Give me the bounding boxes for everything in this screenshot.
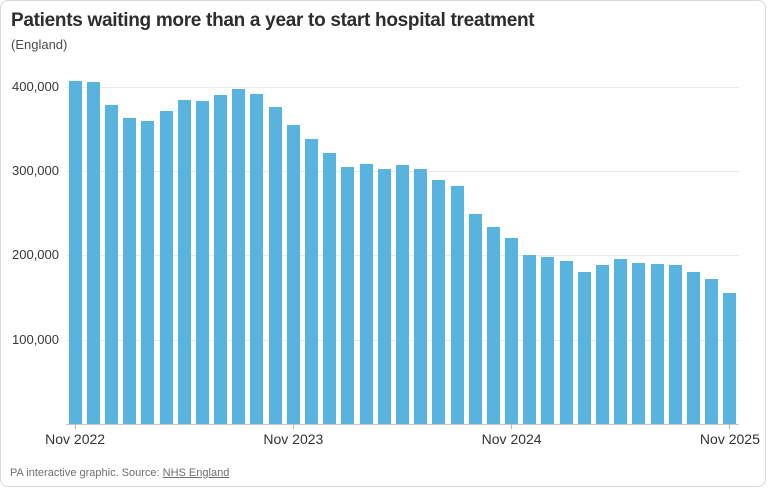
bar-slot xyxy=(648,70,666,424)
bar-aug-2025 xyxy=(668,264,682,424)
bar-aug-2024 xyxy=(450,186,464,424)
bar-slot xyxy=(466,70,484,424)
bar-slot xyxy=(375,70,393,424)
bar-slot xyxy=(412,70,430,424)
bar-slot xyxy=(321,70,339,424)
x-axis-tick-label: Nov 2022 xyxy=(45,431,106,447)
bar-apr-2023 xyxy=(159,111,173,424)
bar-mar-2024 xyxy=(359,163,373,424)
bar-slot xyxy=(175,70,193,424)
bar-slot xyxy=(266,70,284,424)
x-axis-line xyxy=(66,424,739,425)
bar-nov-2025 xyxy=(723,293,737,424)
bar-slot xyxy=(684,70,702,424)
bar-chart-plot-area: 100,000 200,000 300,000 400,000 Nov 2022 Nov … xyxy=(12,70,760,447)
bar-nov-2022 xyxy=(68,80,82,424)
bar-may-2024 xyxy=(395,165,409,424)
bar-slot xyxy=(539,70,557,424)
bar-slot xyxy=(448,70,466,424)
bar-apr-2025 xyxy=(596,264,610,424)
bar-sep-2023 xyxy=(250,94,264,424)
bar-jan-2024 xyxy=(323,153,337,424)
bar-nov-2024 xyxy=(505,237,519,424)
bar-slot xyxy=(612,70,630,424)
bar-feb-2025 xyxy=(559,261,573,424)
bar-slot xyxy=(102,70,120,424)
bar-slot xyxy=(666,70,684,424)
bar-jun-2025 xyxy=(632,263,646,424)
bar-slot xyxy=(357,70,375,424)
bar-slot xyxy=(66,70,84,424)
source-link[interactable]: NHS England xyxy=(162,467,230,479)
source-note-text: PA interactive graphic. Source: xyxy=(10,467,163,479)
bar-jul-2025 xyxy=(650,263,664,424)
bar-slot xyxy=(284,70,302,424)
bar-slot xyxy=(248,70,266,424)
bar-slot xyxy=(484,70,502,424)
chart-title: Patients waiting more than a year to sta… xyxy=(11,10,535,31)
bar-jul-2024 xyxy=(432,179,446,424)
x-axis-tick-label: Nov 2023 xyxy=(263,431,324,447)
bar-slot xyxy=(721,70,739,424)
y-axis-tick-label: 100,000 xyxy=(12,331,59,347)
bar-apr-2024 xyxy=(377,169,391,424)
bar-slot xyxy=(230,70,248,424)
x-axis-tick-label: Nov 2024 xyxy=(481,431,542,447)
bar-oct-2024 xyxy=(486,226,500,424)
bar-jan-2023 xyxy=(104,104,118,424)
bar-slot xyxy=(339,70,357,424)
bar-may-2025 xyxy=(614,258,628,424)
bar-slot xyxy=(302,70,320,424)
bar-slot xyxy=(193,70,211,424)
y-axis-tick-label: 300,000 xyxy=(12,163,59,179)
bar-slot xyxy=(630,70,648,424)
bar-slot xyxy=(503,70,521,424)
bar-slot xyxy=(212,70,230,424)
bar-slot xyxy=(157,70,175,424)
x-axis-tick xyxy=(292,424,294,429)
bar-slot xyxy=(557,70,575,424)
bar-dec-2024 xyxy=(523,255,537,424)
bar-may-2023 xyxy=(177,99,191,424)
bar-slot xyxy=(575,70,593,424)
bar-jul-2023 xyxy=(214,95,228,424)
bar-dec-2023 xyxy=(305,139,319,424)
bar-sep-2025 xyxy=(686,272,700,424)
bar-jun-2024 xyxy=(414,168,428,424)
bar-feb-2023 xyxy=(123,118,137,424)
bar-jun-2023 xyxy=(195,101,209,424)
bar-jan-2025 xyxy=(541,257,555,424)
bar-slot xyxy=(84,70,102,424)
bar-slot xyxy=(430,70,448,424)
bar-nov-2023 xyxy=(286,124,300,424)
bar-slot xyxy=(121,70,139,424)
gridline-400,000 xyxy=(66,86,739,88)
bar-feb-2024 xyxy=(341,166,355,424)
bar-dec-2022 xyxy=(86,81,100,424)
bar-oct-2025 xyxy=(705,279,719,424)
bar-slot xyxy=(593,70,611,424)
bar-mar-2023 xyxy=(141,120,155,424)
bar-slot xyxy=(393,70,411,424)
bar-aug-2023 xyxy=(232,89,246,424)
bar-series xyxy=(66,70,739,424)
x-axis-tick xyxy=(74,424,76,429)
x-axis-tick-label: Nov 2025 xyxy=(699,431,760,447)
source-note: PA interactive graphic. Source: NHS Engl… xyxy=(10,467,229,479)
bar-oct-2023 xyxy=(268,107,282,424)
bar-slot xyxy=(703,70,721,424)
x-axis-tick xyxy=(511,424,513,429)
bar-slot xyxy=(521,70,539,424)
bar-slot xyxy=(139,70,157,424)
y-axis-tick-label: 200,000 xyxy=(12,247,59,263)
y-axis-tick-label: 400,000 xyxy=(12,78,59,94)
x-axis-tick xyxy=(729,424,731,429)
bar-sep-2024 xyxy=(468,214,482,424)
chart-subtitle: (England) xyxy=(11,37,68,52)
bar-mar-2025 xyxy=(577,272,591,424)
